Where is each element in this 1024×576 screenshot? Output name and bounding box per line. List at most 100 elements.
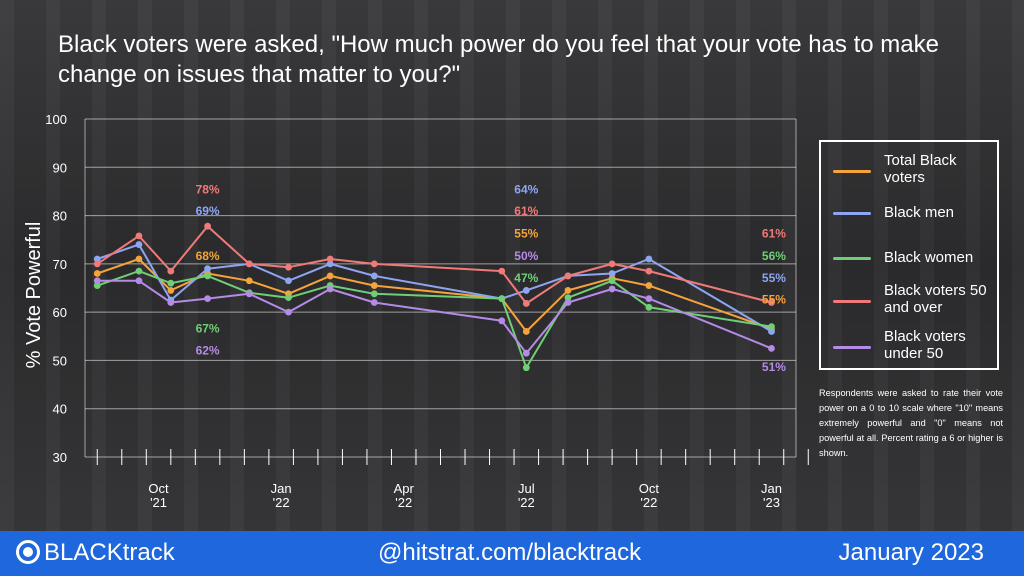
data-label: 61% [514,204,538,218]
series-line [97,279,772,355]
data-point [167,299,175,306]
series-line [96,258,772,333]
data-point [768,344,775,352]
x-tick-label: Jan [761,481,782,496]
x-tick-label: '23 [763,495,780,510]
data-label: 56% [762,249,786,263]
website-link[interactable]: @hitstrat.com/blacktrack [378,538,641,568]
data-point [522,328,530,335]
data-point [564,299,572,306]
data-label: 47% [514,271,538,285]
data-point [245,260,253,268]
data-label: 78% [196,182,220,196]
chart-title: Black voters were asked, "How much power… [58,31,939,88]
brand: BLACKtrack [16,538,175,568]
x-tick-label: Jan [271,481,292,496]
data-point [285,308,292,316]
data-point [370,290,378,298]
data-point [135,241,143,248]
legend-label: Black women [884,249,974,266]
data-point [326,272,334,280]
x-tick-label: Oct [639,481,660,496]
data-point [93,277,101,285]
data-label: 62% [196,343,220,357]
legend-label: Total Black voters [884,152,957,186]
y-tick-label: 30 [53,450,67,465]
legend-swatch [833,300,871,303]
data-point [285,277,292,285]
legend-item-under-50: Black voters under 50 [821,328,997,368]
methodology-note: Respondents were asked to rate their vot… [819,388,1003,458]
data-point [285,294,292,302]
data-point [135,277,143,285]
data-point [204,272,211,280]
footer-bar: BLACKtrack @hitstrat.com/blacktrack Janu… [0,531,1024,576]
y-tick-label: 70 [53,257,67,272]
y-tick-label: 100 [45,112,67,127]
data-point [326,255,334,263]
legend-swatch [833,346,871,349]
x-tick-label: '22 [518,495,535,510]
data-point [167,267,175,275]
brand-name: BLACKtrack [44,539,175,566]
data-point [370,299,378,306]
x-tick-label: '21 [150,495,167,510]
website-url: hitstrat.com/blacktrack [402,539,642,566]
data-point [608,285,616,293]
x-tick-label: Apr [394,481,415,496]
data-point [326,285,334,293]
data-point [768,323,775,331]
data-point [135,255,143,263]
data-point [608,270,616,277]
data-label: 61% [762,226,786,240]
legend-label: Black voters 50 and over [884,282,987,316]
y-tick-label: 50 [53,353,67,368]
data-point [167,279,175,287]
y-axis-ticks: 30 40 50 60 70 80 90 100 [45,112,67,465]
y-tick-label: 90 [53,160,67,175]
data-point [370,272,378,280]
data-point [564,272,572,280]
data-label: 69% [196,204,220,218]
y-tick-label: 40 [53,402,67,417]
data-point [204,295,211,303]
legend: Total Black voters Black men Black women… [819,140,999,370]
legend-item-total: Total Black voters [821,152,997,192]
legend-swatch [833,257,871,260]
legend-swatch [833,170,871,173]
logo-icon [16,540,40,564]
report-date: January 2023 [838,539,984,566]
data-point [645,282,653,289]
data-point [498,267,506,275]
data-point [135,267,143,275]
data-point [564,294,572,302]
legend-swatch [833,212,871,215]
data-point [522,287,530,294]
data-point [645,267,653,275]
series-line [96,270,772,369]
legend-label: Black voters under 50 [884,328,966,362]
data-label: 55% [762,293,786,307]
data-point [608,260,616,268]
background-photo [0,0,1024,531]
data-point [326,260,334,268]
y-axis-label: % Vote Powerful [23,222,45,369]
data-point [285,263,292,271]
x-tick-label: '22 [640,495,657,510]
data-point [93,255,101,263]
data-point [167,287,175,294]
data-label: 55% [762,271,786,285]
y-tick-label: 80 [53,209,67,224]
legend-item-50-and-over: Black voters 50 and over [821,282,997,322]
y-tick-label: 60 [53,305,67,320]
data-point [93,260,101,268]
data-label: 64% [514,182,538,196]
data-label: 67% [196,322,220,336]
data-point [370,260,378,268]
series-line [96,225,772,305]
data-point [370,282,378,289]
data-point [564,287,572,294]
data-label: 55% [514,226,538,240]
